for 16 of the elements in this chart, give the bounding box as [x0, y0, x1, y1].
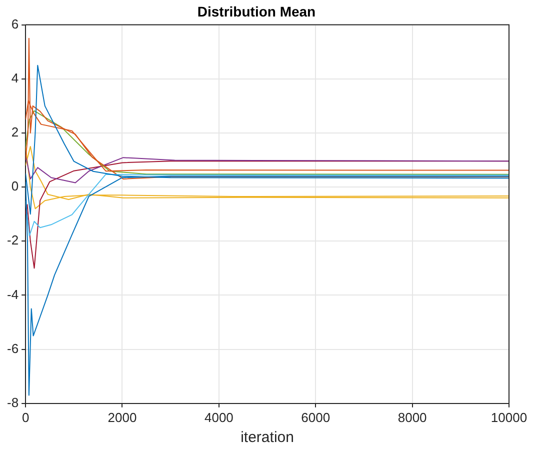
y-tick-label: -4	[6, 286, 19, 302]
y-tick-label: 4	[11, 70, 19, 86]
y-tick-label: 6	[11, 16, 19, 32]
x-tick-label: 4000	[204, 410, 234, 425]
x-axis-title: iteration	[240, 429, 294, 446]
y-tick-label: -6	[6, 340, 19, 356]
y-tick-label: -2	[6, 232, 19, 248]
x-tick-label: 0	[22, 410, 30, 425]
x-tick-label: 2000	[108, 410, 137, 425]
y-tick-label: -8	[6, 394, 19, 410]
y-tick-label: 0	[11, 178, 19, 194]
x-tick-label: 10000	[490, 410, 528, 425]
chart-title: Distribution Mean	[197, 3, 316, 20]
y-tick-label: 2	[11, 124, 19, 140]
x-tick-label: 6000	[301, 410, 330, 425]
x-tick-label: 8000	[398, 410, 427, 425]
